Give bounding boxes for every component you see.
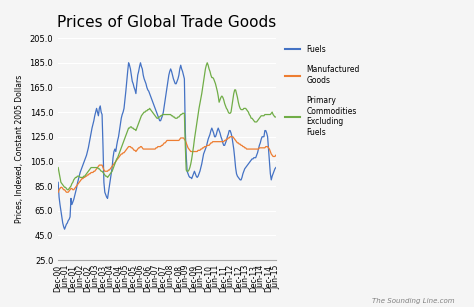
Legend: Fuels, Manufactured
Goods, Primary
Commodities
Excluding
Fuels: Fuels, Manufactured Goods, Primary Commo… xyxy=(282,42,363,140)
Y-axis label: Prices, Indexed, Constant 2005 Dollars: Prices, Indexed, Constant 2005 Dollars xyxy=(15,75,24,223)
Text: The Sounding Line.com: The Sounding Line.com xyxy=(373,298,455,304)
Title: Prices of Global Trade Goods: Prices of Global Trade Goods xyxy=(57,15,277,30)
